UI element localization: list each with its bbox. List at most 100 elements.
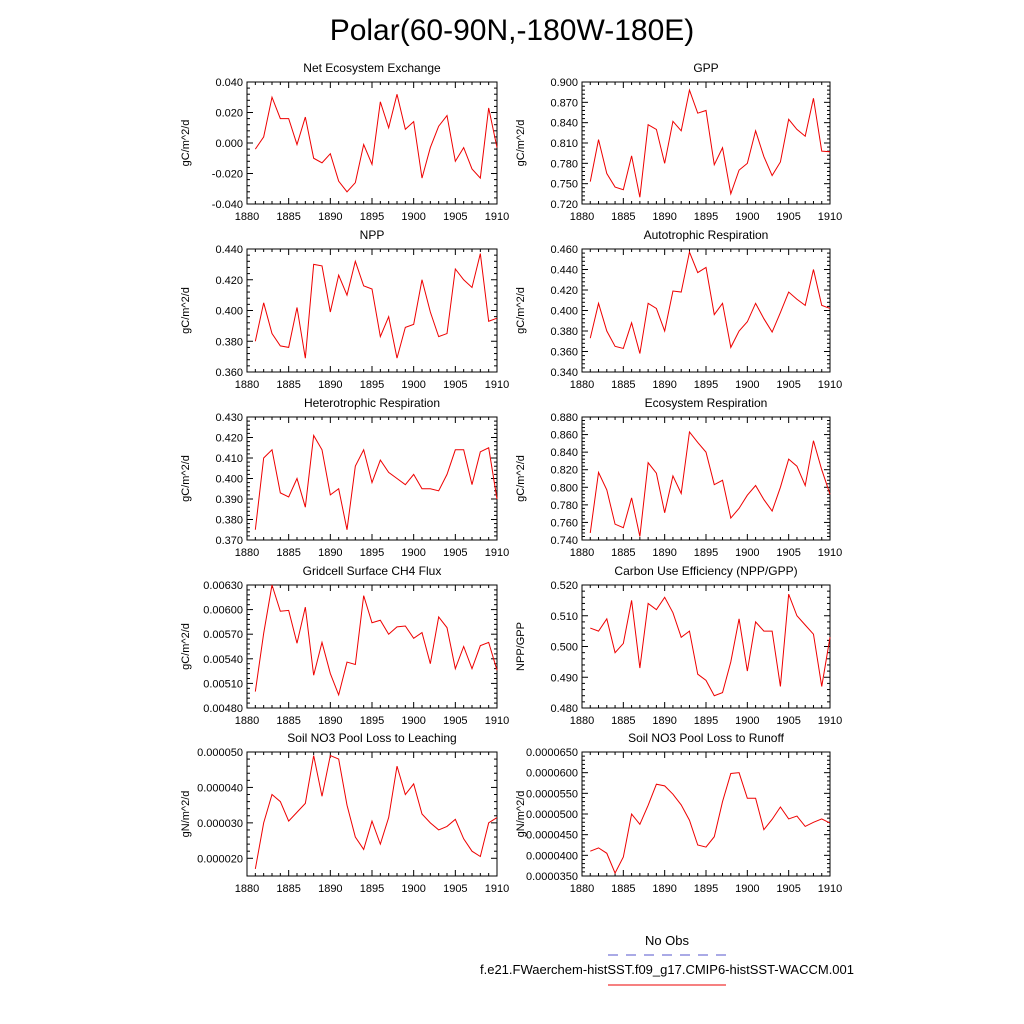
chart-0-xtick-label: 1885 [276,211,300,223]
chart-4-xtick-label: 1885 [276,547,300,559]
chart-3-ytick-label: 0.420 [550,285,578,297]
chart-3-xtick-label: 1880 [570,379,594,391]
legend-label-case: f.e21.FWaerchem-histSST.f09_g17.CMIP6-hi… [480,962,854,977]
chart-5-frame [581,416,831,541]
chart-0: Net Ecosystem Exchange 1880 1885 1890 1895 19… [180,61,509,223]
chart-9-ytick-label: 0.0000600 [526,768,578,780]
chart-8-xtick-label: 1885 [276,883,300,895]
chart-0-ytick-label: 0.020 [215,108,243,120]
chart-1-title: GPP [693,61,718,75]
chart-6-ytick-label: 0.00570 [203,629,243,641]
chart-2-xtick-label: 1905 [443,379,467,391]
chart-5-ytick-label: 0.840 [550,447,578,459]
chart-7-xtick-label: 1890 [652,715,676,727]
chart-1-ytick-label: 0.900 [550,77,578,89]
chart-3-title: Autotrophic Respiration [644,228,769,242]
chart-4-ytick-label: 0.370 [215,535,243,547]
chart-1-ytick-label: 0.870 [550,97,578,109]
chart-7-title: Carbon Use Efficiency (NPP/GPP) [614,564,797,578]
chart-3-ytick-label: 0.440 [550,265,578,277]
chart-4-ytick-label: 0.390 [215,494,243,506]
chart-0-ytick-label: -0.040 [212,199,243,211]
chart-7-xtick-label: 1900 [735,715,759,727]
chart-7-xtick-label: 1885 [611,715,635,727]
chart-3-ytick-label: 0.340 [550,367,578,379]
chart-3-ytick-label: 0.360 [550,347,578,359]
chart-9-xtick-label: 1890 [652,883,676,895]
chart-8-ytick-label: 0.000050 [197,747,243,759]
chart-7: Carbon Use Efficiency (NPP/GPP) 1880 1885 1… [515,564,842,727]
chart-4-xtick-label: 1880 [235,547,259,559]
chart-6-xtick-label: 1905 [443,715,467,727]
chart-9: Soil NO3 Pool Loss to Runoff 1880 1885 1890… [515,731,842,895]
chart-7-frame [581,584,831,709]
chart-8-ytick-label: 0.000030 [197,818,243,830]
chart-6-xtick-label: 1910 [485,715,509,727]
chart-4: Heterotrophic Respiration 1880 1885 1890 189… [180,396,509,559]
chart-1-ytick-label: 0.840 [550,118,578,130]
chart-9-xtick-label: 1905 [776,883,800,895]
panels: Net Ecosystem Exchange 1880 1885 1890 1895 19… [180,61,842,895]
chart-6-ytick-label: 0.00630 [203,580,243,592]
chart-9-xtick-label: 1885 [611,883,635,895]
chart-2: NPP 1880 1885 1890 1895 1900 1905 1910 0.360 0.38… [180,228,509,391]
chart-1-ytick-label: 0.780 [550,158,578,170]
chart-5-xtick-label: 1885 [611,547,635,559]
chart-0-ytick-label: 0.000 [215,138,243,150]
chart-1-ytick-label: 0.720 [550,199,578,211]
chart-1-xtick-label: 1895 [694,211,718,223]
chart-6-ytick-label: 0.00480 [203,703,243,715]
chart-5-ytick-label: 0.880 [550,412,578,424]
chart-9-xtick-label: 1910 [818,883,842,895]
chart-0-ytick-label: -0.020 [212,169,243,181]
chart-2-xtick-label: 1880 [235,379,259,391]
chart-0-xtick-label: 1900 [401,211,425,223]
chart-7-ytick-label: 0.480 [550,703,578,715]
chart-7-xtick-label: 1895 [694,715,718,727]
chart-2-ytick-label: 0.400 [215,306,243,318]
chart-5-ytick-label: 0.820 [550,465,578,477]
chart-5-xtick-label: 1880 [570,547,594,559]
chart-1-frame [581,81,831,205]
chart-2-ytick-label: 0.420 [215,275,243,287]
chart-3-ytick-label: 0.380 [550,326,578,338]
chart-4-title: Heterotrophic Respiration [304,396,440,410]
chart-2-ylabel: gC/m^2/d [180,287,192,334]
chart-5-xtick-label: 1890 [652,547,676,559]
chart-9-series-line [590,772,831,875]
chart-4-xtick-label: 1905 [443,547,467,559]
chart-4-xtick-label: 1900 [401,547,425,559]
chart-2-xtick-label: 1885 [276,379,300,391]
chart-1-ylabel: gC/m^2/d [515,120,527,167]
chart-8-series-line [254,754,498,869]
chart-6: Gridcell Surface CH4 Flux 1880 1885 1890 189… [180,564,509,727]
chart-6-frame [246,584,498,709]
chart-5-ytick-label: 0.800 [550,482,578,494]
chart-0-ylabel: gC/m^2/d [180,120,192,167]
chart-8-ylabel: gN/m^2/d [180,791,192,838]
chart-7-series-line [590,594,831,697]
chart-8-title: Soil NO3 Pool Loss to Leaching [287,731,456,745]
chart-0-xtick-label: 1890 [318,211,342,223]
chart-6-xtick-label: 1885 [276,715,300,727]
chart-2-xtick-label: 1895 [360,379,384,391]
chart-7-ytick-label: 0.500 [550,642,578,654]
chart-7-ytick-label: 0.520 [550,580,578,592]
chart-2-xtick-label: 1910 [485,379,509,391]
chart-5-ytick-label: 0.740 [550,535,578,547]
chart-0-xtick-label: 1905 [443,211,467,223]
chart-4-ytick-label: 0.420 [215,433,243,445]
chart-7-ytick-label: 0.510 [550,611,578,623]
chart-9-ylabel: gN/m^2/d [515,791,527,838]
legend-label-no-obs: No Obs [645,933,690,948]
chart-5-xtick-label: 1895 [694,547,718,559]
chart-4-ytick-label: 0.400 [215,474,243,486]
chart-4-ytick-label: 0.430 [215,412,243,424]
chart-4-xtick-label: 1895 [360,547,384,559]
chart-9-ytick-label: 0.0000650 [526,747,578,759]
chart-8-frame [246,751,498,877]
chart-6-title: Gridcell Surface CH4 Flux [303,564,442,578]
chart-0-xtick-label: 1895 [360,211,384,223]
chart-8-xtick-label: 1905 [443,883,467,895]
